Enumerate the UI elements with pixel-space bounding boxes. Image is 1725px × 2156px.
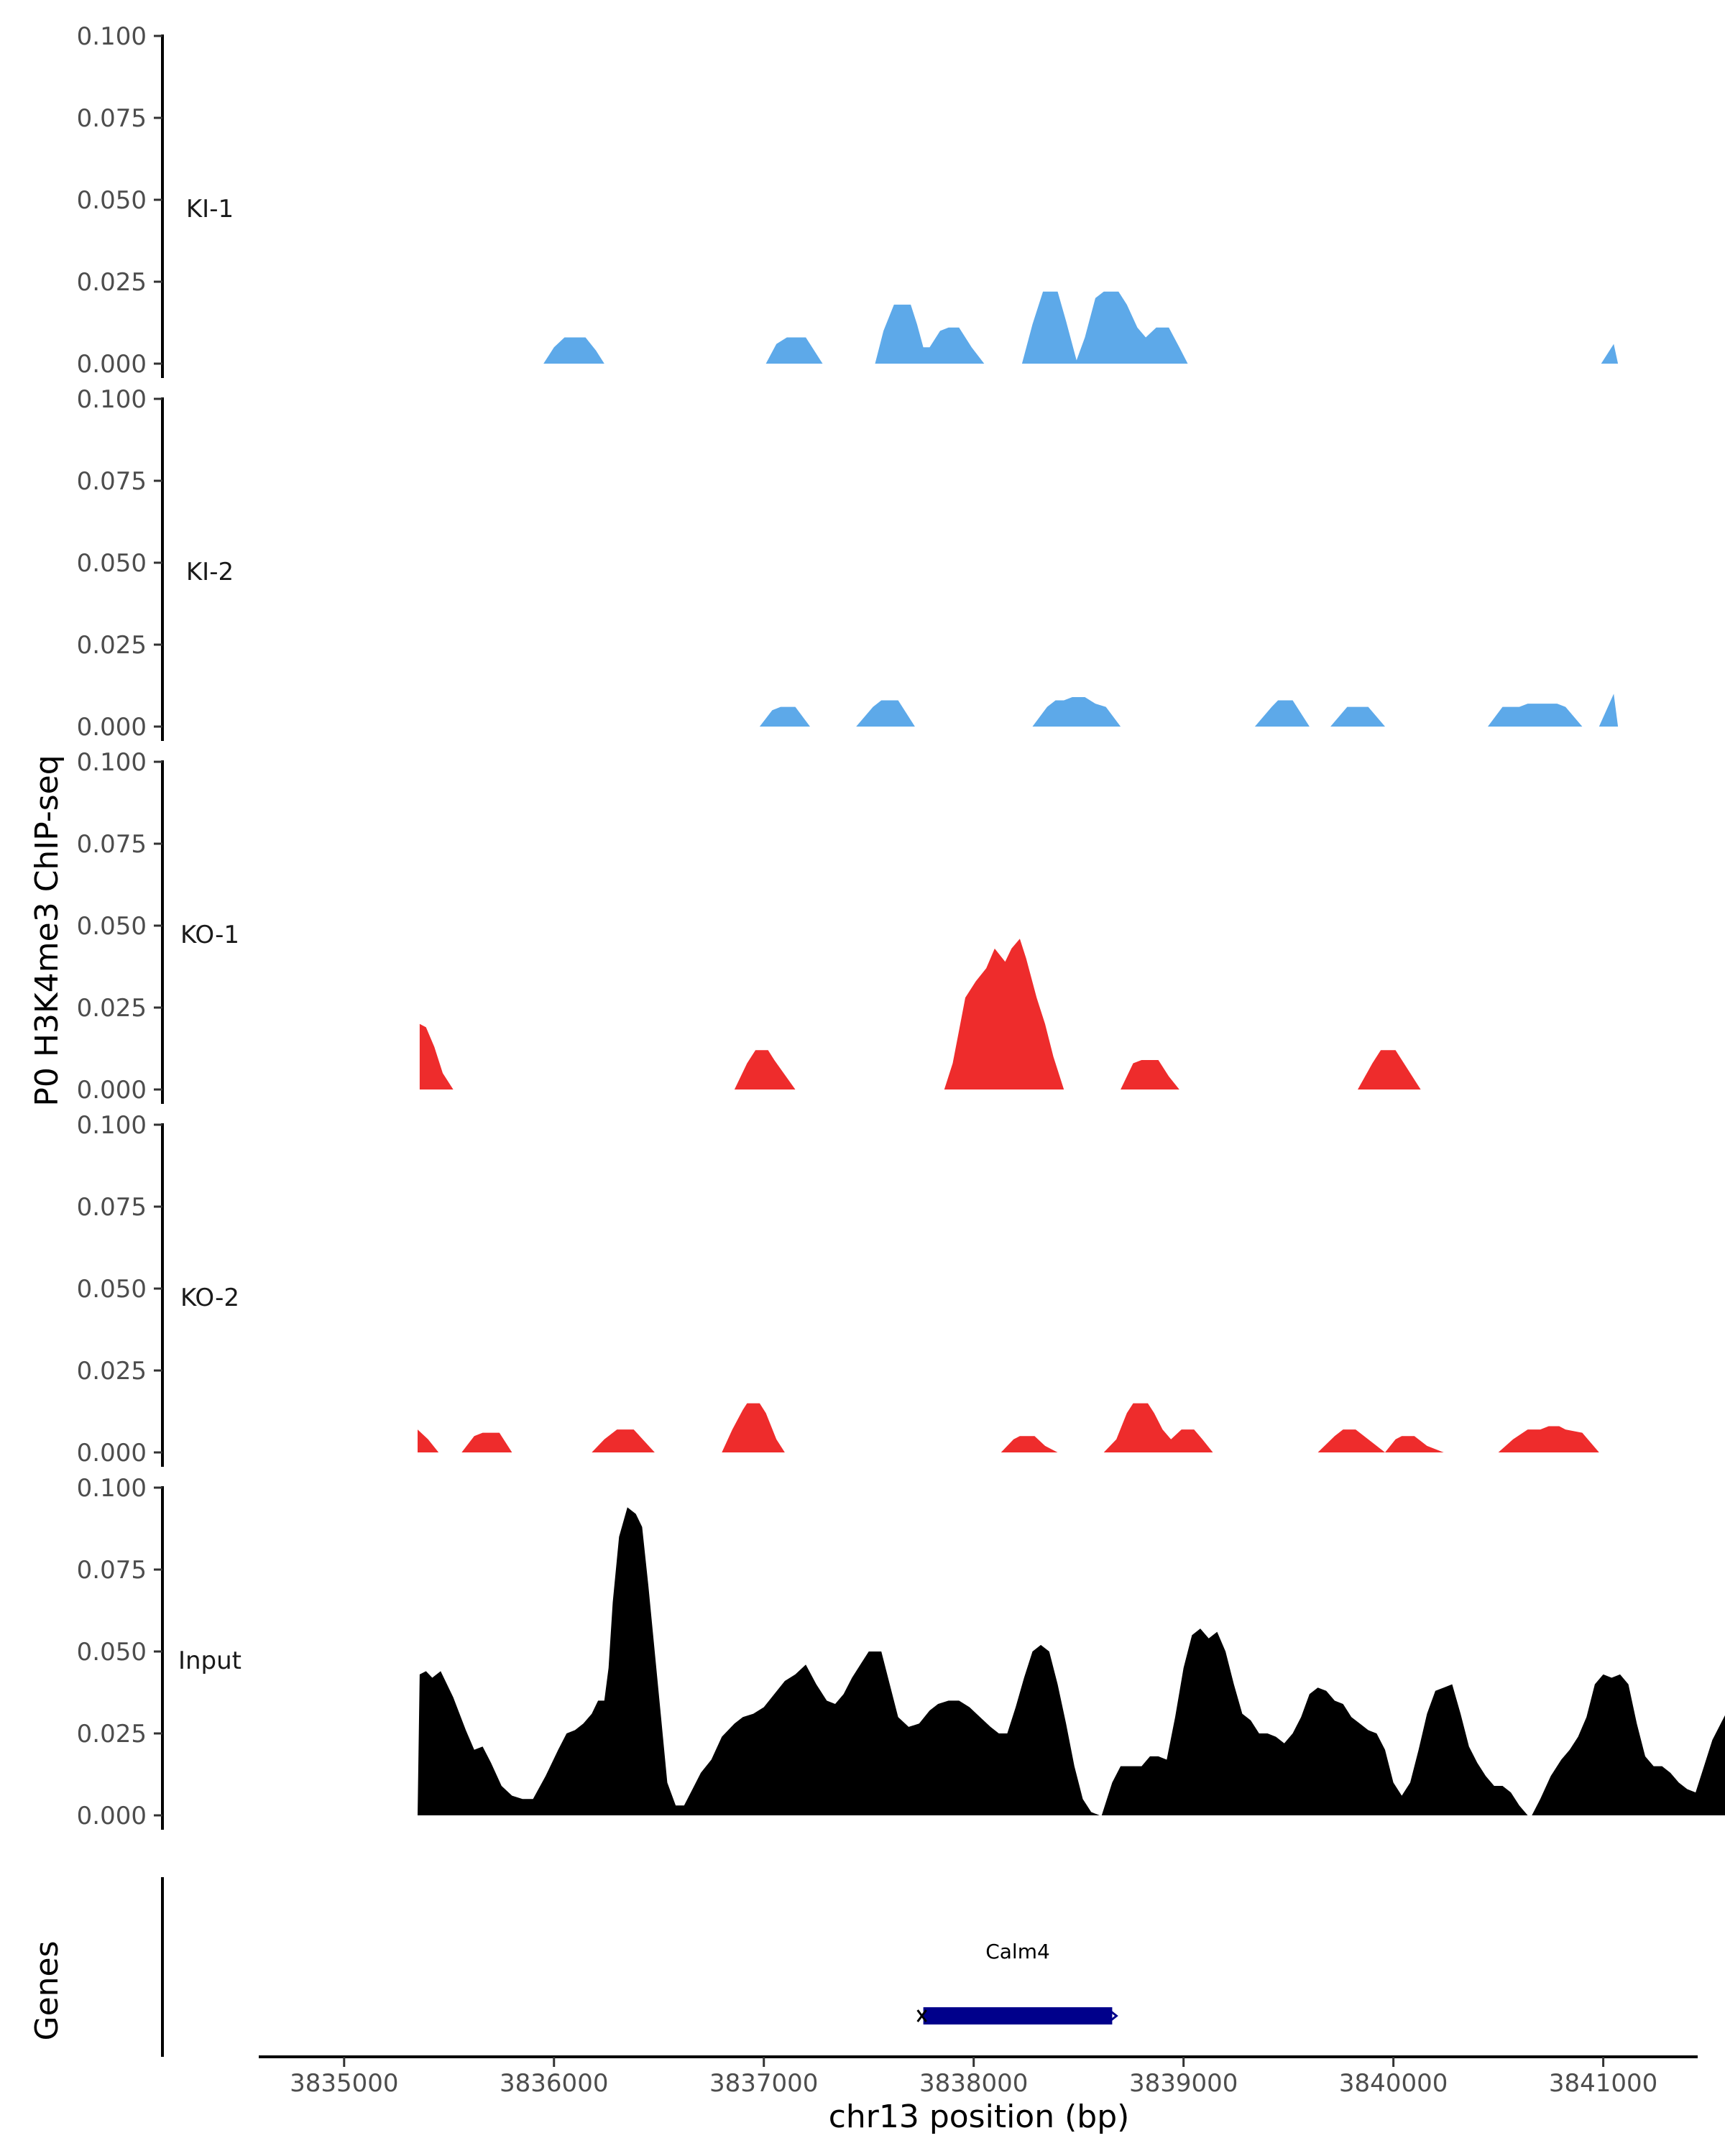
y-tick-label: 0.075 <box>77 830 147 859</box>
signal-area-ki-2-0 <box>759 706 810 727</box>
signal-area-ki-1-1 <box>765 337 823 364</box>
signal-area-ki-2-3 <box>1254 700 1310 727</box>
gene-calm4: Calm4 <box>916 1940 1118 2024</box>
y-tick-label: 0.050 <box>77 1275 147 1304</box>
x-tick-label: 3835000 <box>290 2069 398 2098</box>
track-label: Input <box>178 1646 242 1675</box>
y-tick-label: 0.000 <box>77 1802 147 1830</box>
y-tick-label: 0.025 <box>77 631 147 660</box>
track-input: 0.000 0.025 0.050 0.075 0.100 Input <box>77 1474 1725 1830</box>
signal-area-ki-1-4 <box>1601 344 1619 364</box>
y-tick-label: 0.100 <box>77 385 147 414</box>
y-tick-label: 0.100 <box>77 22 147 51</box>
tracks-layer: 0.0000.0250.0500.0750.100KI-10.0000.0250… <box>77 22 1725 1830</box>
signal-area-input-0 <box>418 1507 1100 1815</box>
signal-area-ko-2-4 <box>1000 1436 1058 1452</box>
y-tick-label: 0.075 <box>77 1193 147 1222</box>
signal-area-ko-2-5 <box>1103 1403 1213 1452</box>
signal-area-ki-1-2 <box>875 304 985 364</box>
signal-area-ki-2-5 <box>1488 704 1583 727</box>
x-tick-label: 3841000 <box>1549 2069 1657 2098</box>
y-tick-label: 0.050 <box>77 549 147 578</box>
signal-area-ki-1-3 <box>1021 291 1188 364</box>
track-label: KO-1 <box>180 921 239 949</box>
y-tick-label: 0.050 <box>77 912 147 941</box>
gene-label: Calm4 <box>985 1940 1050 1963</box>
y-tick-label: 0.075 <box>77 104 147 133</box>
x-tick-label: 3839000 <box>1129 2069 1238 2098</box>
signal-area-ko-1-3 <box>1121 1060 1179 1089</box>
y-tick-label: 0.100 <box>77 748 147 777</box>
track-ki-1: 0.000 0.025 0.050 0.075 0.100 KI-1 <box>77 22 1619 379</box>
gene-end-cap <box>1108 2009 1118 2023</box>
signal-area-ko-2-0 <box>418 1429 439 1452</box>
y-tick-label: 0.025 <box>77 994 147 1023</box>
y-tick-label: 0.000 <box>77 1439 147 1468</box>
signal-area-ki-1-0 <box>543 337 604 364</box>
strand-marker-icon <box>916 2009 927 2022</box>
x-axis-title: chr13 position (bp) <box>829 2099 1130 2135</box>
x-tick-label: 3838000 <box>919 2069 1028 2098</box>
signal-area-ki-2-2 <box>1032 697 1121 727</box>
gene-body <box>923 2007 1113 2024</box>
x-tick-label: 3837000 <box>709 2069 818 2098</box>
x-tick-label: 3840000 <box>1339 2069 1448 2098</box>
track-ko-1: 0.000 0.025 0.050 0.075 0.100 KO-1 <box>77 748 1421 1105</box>
signal-area-ki-2-1 <box>856 700 915 727</box>
signal-area-ko-2-3 <box>722 1403 785 1452</box>
y-tick-label: 0.025 <box>77 268 147 297</box>
y-tick-label: 0.075 <box>77 467 147 496</box>
x-tick-label: 3836000 <box>500 2069 608 2098</box>
signal-area-ko-1-4 <box>1358 1050 1421 1089</box>
signal-area-ko-2-7 <box>1385 1436 1444 1452</box>
signal-area-ko-1-0 <box>419 1023 454 1089</box>
signal-area-ki-2-4 <box>1330 706 1385 727</box>
y-tick-label: 0.000 <box>77 713 147 742</box>
signal-area-ko-1-2 <box>944 939 1064 1089</box>
genes-axis-title: Genes <box>29 1940 65 2040</box>
genes-panel: Calm4 <box>161 1877 1118 2057</box>
signal-area-ko-2-2 <box>592 1429 655 1452</box>
y-tick-label: 0.025 <box>77 1357 147 1386</box>
track-ki-2: 0.000 0.025 0.050 0.075 0.100 KI-2 <box>77 385 1619 742</box>
y-tick-label: 0.025 <box>77 1720 147 1749</box>
y-tick-label: 0.100 <box>77 1474 147 1503</box>
signal-area-ko-2-1 <box>461 1432 512 1452</box>
signal-area-ki-2-6 <box>1598 694 1619 727</box>
signal-area-ko-2-6 <box>1317 1429 1385 1452</box>
track-label: KI-2 <box>186 558 234 586</box>
signal-area-ko-1-1 <box>734 1050 796 1089</box>
y-tick-label: 0.050 <box>77 186 147 215</box>
y-axis-title: P0 H3K4me3 ChIP-seq <box>29 755 65 1106</box>
y-tick-label: 0.100 <box>77 1111 147 1140</box>
signal-area-input-1 <box>1101 1628 1528 1815</box>
y-tick-label: 0.050 <box>77 1638 147 1667</box>
track-label: KI-1 <box>186 195 234 224</box>
x-axis: 3835000 3836000 3837000 3838000 3839000 38400… <box>259 2055 1698 2098</box>
signal-area-ko-2-8 <box>1498 1426 1599 1452</box>
y-tick-label: 0.075 <box>77 1556 147 1585</box>
track-ko-2: 0.000 0.025 0.050 0.075 0.100 KO-2 <box>77 1111 1599 1468</box>
y-tick-label: 0.000 <box>77 350 147 379</box>
track-label: KO-2 <box>180 1284 239 1312</box>
signal-area-input-2 <box>1532 1674 1725 1815</box>
y-tick-label: 0.000 <box>77 1076 147 1105</box>
